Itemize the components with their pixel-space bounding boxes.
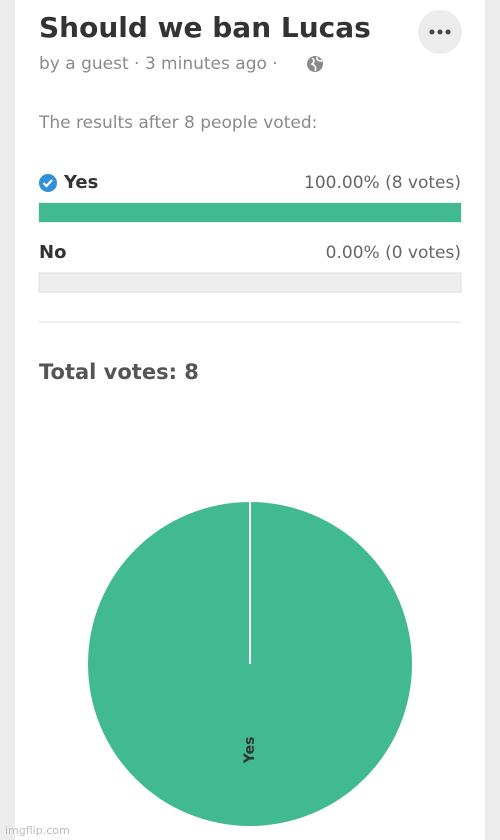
option-label: Yes: [63, 172, 98, 193]
bar-track: [38, 272, 462, 293]
watermark: imgflip.com: [5, 824, 70, 837]
total-votes: Total votes: 8: [39, 360, 199, 384]
poll-title: Should we ban Lucas: [39, 11, 371, 44]
globe-icon: [307, 56, 323, 72]
bar: [39, 203, 461, 222]
byline: by a guest · 3 minutes ago ·: [39, 54, 278, 74]
more-button[interactable]: [418, 10, 462, 54]
summary: The results after 8 people voted:: [38, 113, 317, 133]
option-label: No: [39, 242, 66, 263]
pie-label: Yes: [242, 737, 258, 765]
option-result: 100.00% (8 votes): [304, 173, 461, 193]
option-result: 0.00% (0 votes): [326, 243, 461, 263]
check-icon: [39, 174, 57, 192]
